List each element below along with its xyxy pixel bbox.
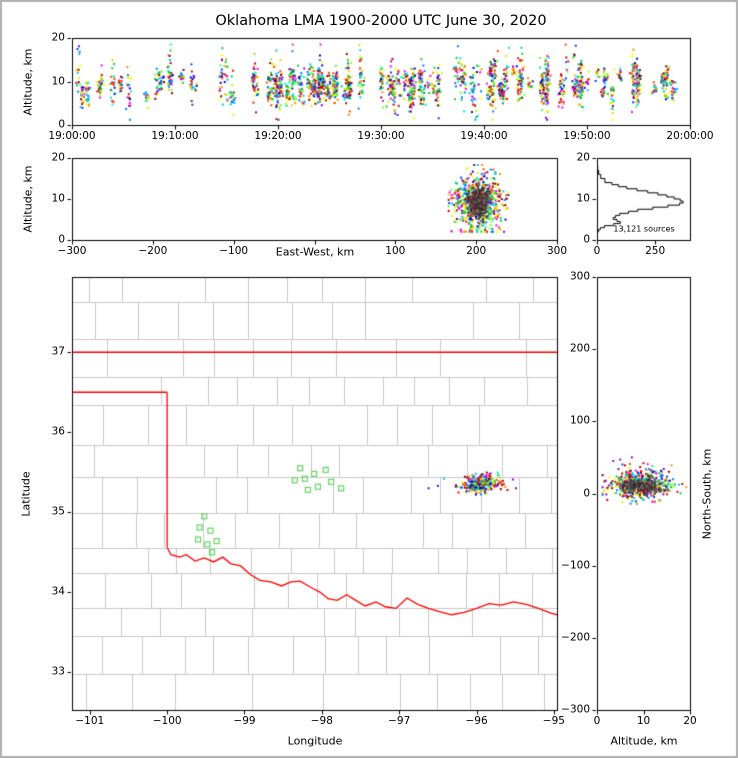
- tick-label: 20: [51, 31, 65, 44]
- time-height-ylabel: Altitude, km: [21, 48, 35, 116]
- tick-label: −96: [465, 715, 488, 727]
- tick-label: 20: [683, 715, 697, 727]
- map-ylabel: Latitude: [19, 471, 33, 517]
- ns-height-ylabel: North-South, km: [700, 448, 714, 540]
- ns-height-xlabel: Altitude, km: [610, 734, 678, 748]
- tick-label: 300: [569, 270, 590, 283]
- tick-label: −100: [219, 245, 249, 257]
- tick-label: 0: [583, 233, 590, 246]
- tick-label: −95: [542, 715, 565, 727]
- tick-label: 20:00:00: [666, 130, 714, 142]
- ew-height-ylabel: Altitude, km: [21, 165, 35, 233]
- tick-label: 35: [51, 505, 65, 518]
- tick-label: 200: [466, 245, 487, 257]
- tick-label: 0: [593, 245, 601, 257]
- tick-label: 37: [51, 345, 65, 358]
- tick-label: 10: [51, 75, 65, 87]
- tick-label: 20: [576, 151, 590, 164]
- tick-label: 20: [51, 151, 65, 164]
- tick-label: 19:30:00: [357, 130, 405, 142]
- tick-label: 36: [51, 425, 65, 438]
- tick-label: 19:20:00: [254, 130, 302, 142]
- tick-label: 300: [546, 245, 568, 257]
- tick-label: −200: [138, 245, 168, 257]
- tick-label: −98: [310, 715, 333, 727]
- tick-label: 19:00:00: [48, 130, 96, 142]
- tick-label: 0: [58, 118, 65, 131]
- tick-label: 33: [51, 665, 65, 678]
- tick-label: 10: [576, 192, 590, 205]
- map-xlabel: Longitude: [287, 734, 343, 748]
- tick-label: −300: [561, 703, 590, 716]
- ew-height-xlabel: East-West, km: [275, 245, 355, 259]
- source-count-annotation: 13,121 sources: [613, 224, 675, 234]
- tick-label: −200: [561, 631, 590, 644]
- tick-label: −99: [233, 715, 256, 727]
- tick-label: 250: [645, 245, 666, 257]
- tick-label: −101: [75, 715, 105, 727]
- tick-label: −100: [561, 559, 590, 572]
- tick-label: 34: [51, 585, 65, 598]
- tick-label: 100: [569, 414, 590, 427]
- tick-label: 19:50:00: [563, 130, 611, 142]
- tick-label: −300: [57, 245, 87, 257]
- tick-label: 0: [583, 487, 590, 499]
- tick-label: −97: [388, 715, 411, 727]
- tick-label: 200: [569, 342, 590, 355]
- tick-label: 0: [58, 233, 65, 246]
- tick-label: 10: [636, 715, 651, 727]
- tick-label: 19:10:00: [151, 130, 199, 142]
- tick-label: 100: [385, 245, 406, 257]
- tick-label: 10: [51, 192, 65, 205]
- tick-label: 19:40:00: [460, 130, 508, 142]
- tick-label: 0: [593, 715, 601, 727]
- tick-label: −100: [152, 715, 182, 727]
- figure-title: Oklahoma LMA 1900-2000 UTC June 30, 2020: [215, 13, 547, 29]
